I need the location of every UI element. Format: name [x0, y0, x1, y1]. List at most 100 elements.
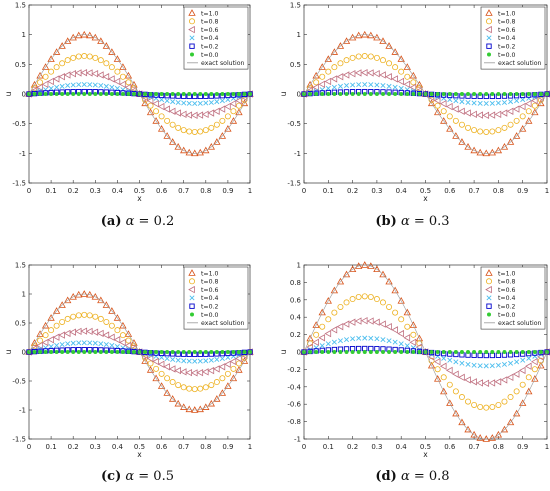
data-point — [409, 83, 417, 92]
data-point — [464, 376, 471, 384]
data-point — [447, 97, 453, 103]
data-point — [220, 92, 225, 96]
data-point — [380, 350, 385, 354]
data-point — [427, 99, 436, 107]
data-point — [153, 353, 159, 359]
data-point — [47, 314, 55, 321]
data-point — [489, 403, 496, 410]
x-tick-label: 0.1 — [323, 187, 334, 195]
data-point — [520, 357, 526, 363]
data-point — [386, 83, 392, 89]
y-tick-label: -1.5 — [287, 180, 301, 188]
legend-label: t=0.8 — [201, 19, 219, 26]
data-point — [58, 73, 65, 81]
data-point — [349, 296, 356, 303]
data-point — [103, 318, 110, 325]
x-tick-label: 0.7 — [178, 187, 189, 195]
data-point — [403, 80, 411, 88]
data-point — [489, 363, 495, 369]
data-point — [203, 350, 208, 354]
data-point — [47, 55, 55, 62]
x-tick-label: 0.2 — [347, 187, 358, 195]
data-point — [231, 92, 236, 96]
x-tick-label: 0.9 — [517, 443, 528, 451]
data-point — [54, 350, 59, 354]
data-point — [386, 338, 392, 344]
data-point — [247, 349, 253, 355]
data-point — [508, 350, 513, 354]
legend-marker — [485, 285, 492, 294]
data-point — [102, 331, 110, 339]
data-point — [338, 350, 343, 354]
data-point — [447, 357, 453, 363]
x-tick-label: 0.1 — [46, 443, 57, 451]
data-point — [52, 307, 61, 314]
y-tick-label: -0.5 — [12, 378, 26, 386]
data-point — [471, 362, 477, 368]
data-point — [494, 110, 502, 118]
legend-marker — [188, 278, 195, 285]
data-point — [213, 107, 220, 115]
data-point — [417, 350, 422, 354]
data-point — [537, 361, 545, 369]
data-point — [386, 303, 393, 310]
data-point — [397, 77, 405, 86]
data-point — [52, 75, 60, 83]
data-point — [147, 102, 154, 109]
data-point — [179, 368, 187, 376]
data-point — [374, 336, 380, 342]
data-point — [175, 99, 181, 105]
data-point — [58, 301, 66, 308]
legend-label: t=0.0 — [498, 312, 516, 319]
data-point — [441, 92, 446, 96]
data-point — [153, 365, 160, 372]
data-point — [387, 92, 392, 96]
data-point — [403, 334, 411, 342]
data-point — [506, 138, 515, 145]
data-point — [494, 146, 503, 154]
data-point — [415, 343, 423, 351]
data-point — [174, 366, 181, 375]
data-point — [301, 349, 307, 355]
data-point — [41, 63, 50, 70]
data-point — [386, 60, 393, 67]
data-point — [342, 320, 350, 328]
data-point — [76, 82, 82, 88]
data-point — [229, 117, 238, 124]
y-tick-label: 1.5 — [15, 262, 26, 270]
data-point — [181, 350, 186, 354]
data-point — [538, 350, 543, 354]
data-point — [60, 350, 65, 354]
data-point — [76, 340, 82, 346]
data-point — [338, 92, 343, 96]
data-point — [219, 375, 226, 382]
data-point — [458, 138, 466, 145]
data-point — [392, 64, 399, 71]
data-point — [332, 350, 337, 354]
series-t-0-2 — [301, 88, 550, 100]
data-point — [519, 113, 526, 120]
data-point — [513, 117, 520, 124]
data-point — [180, 384, 187, 391]
data-point — [53, 64, 60, 71]
legend-label: t=0.4 — [201, 295, 219, 302]
legend-marker — [486, 303, 492, 309]
legend-label: t=0.6 — [498, 287, 516, 294]
data-point — [373, 33, 381, 41]
data-point — [342, 270, 351, 278]
data-point — [102, 73, 110, 81]
data-point — [435, 92, 440, 96]
data-point — [380, 83, 386, 89]
x-tick-label: 0.5 — [420, 187, 431, 195]
data-point — [130, 339, 138, 346]
data-point — [501, 398, 508, 405]
legend-marker — [485, 9, 493, 16]
data-point — [48, 327, 55, 334]
data-point — [458, 394, 465, 401]
data-point — [115, 92, 120, 96]
data-point — [313, 331, 320, 338]
data-point — [519, 381, 526, 388]
data-point — [219, 98, 225, 104]
x-tick-label: 0.8 — [493, 187, 504, 195]
data-point — [441, 355, 447, 361]
